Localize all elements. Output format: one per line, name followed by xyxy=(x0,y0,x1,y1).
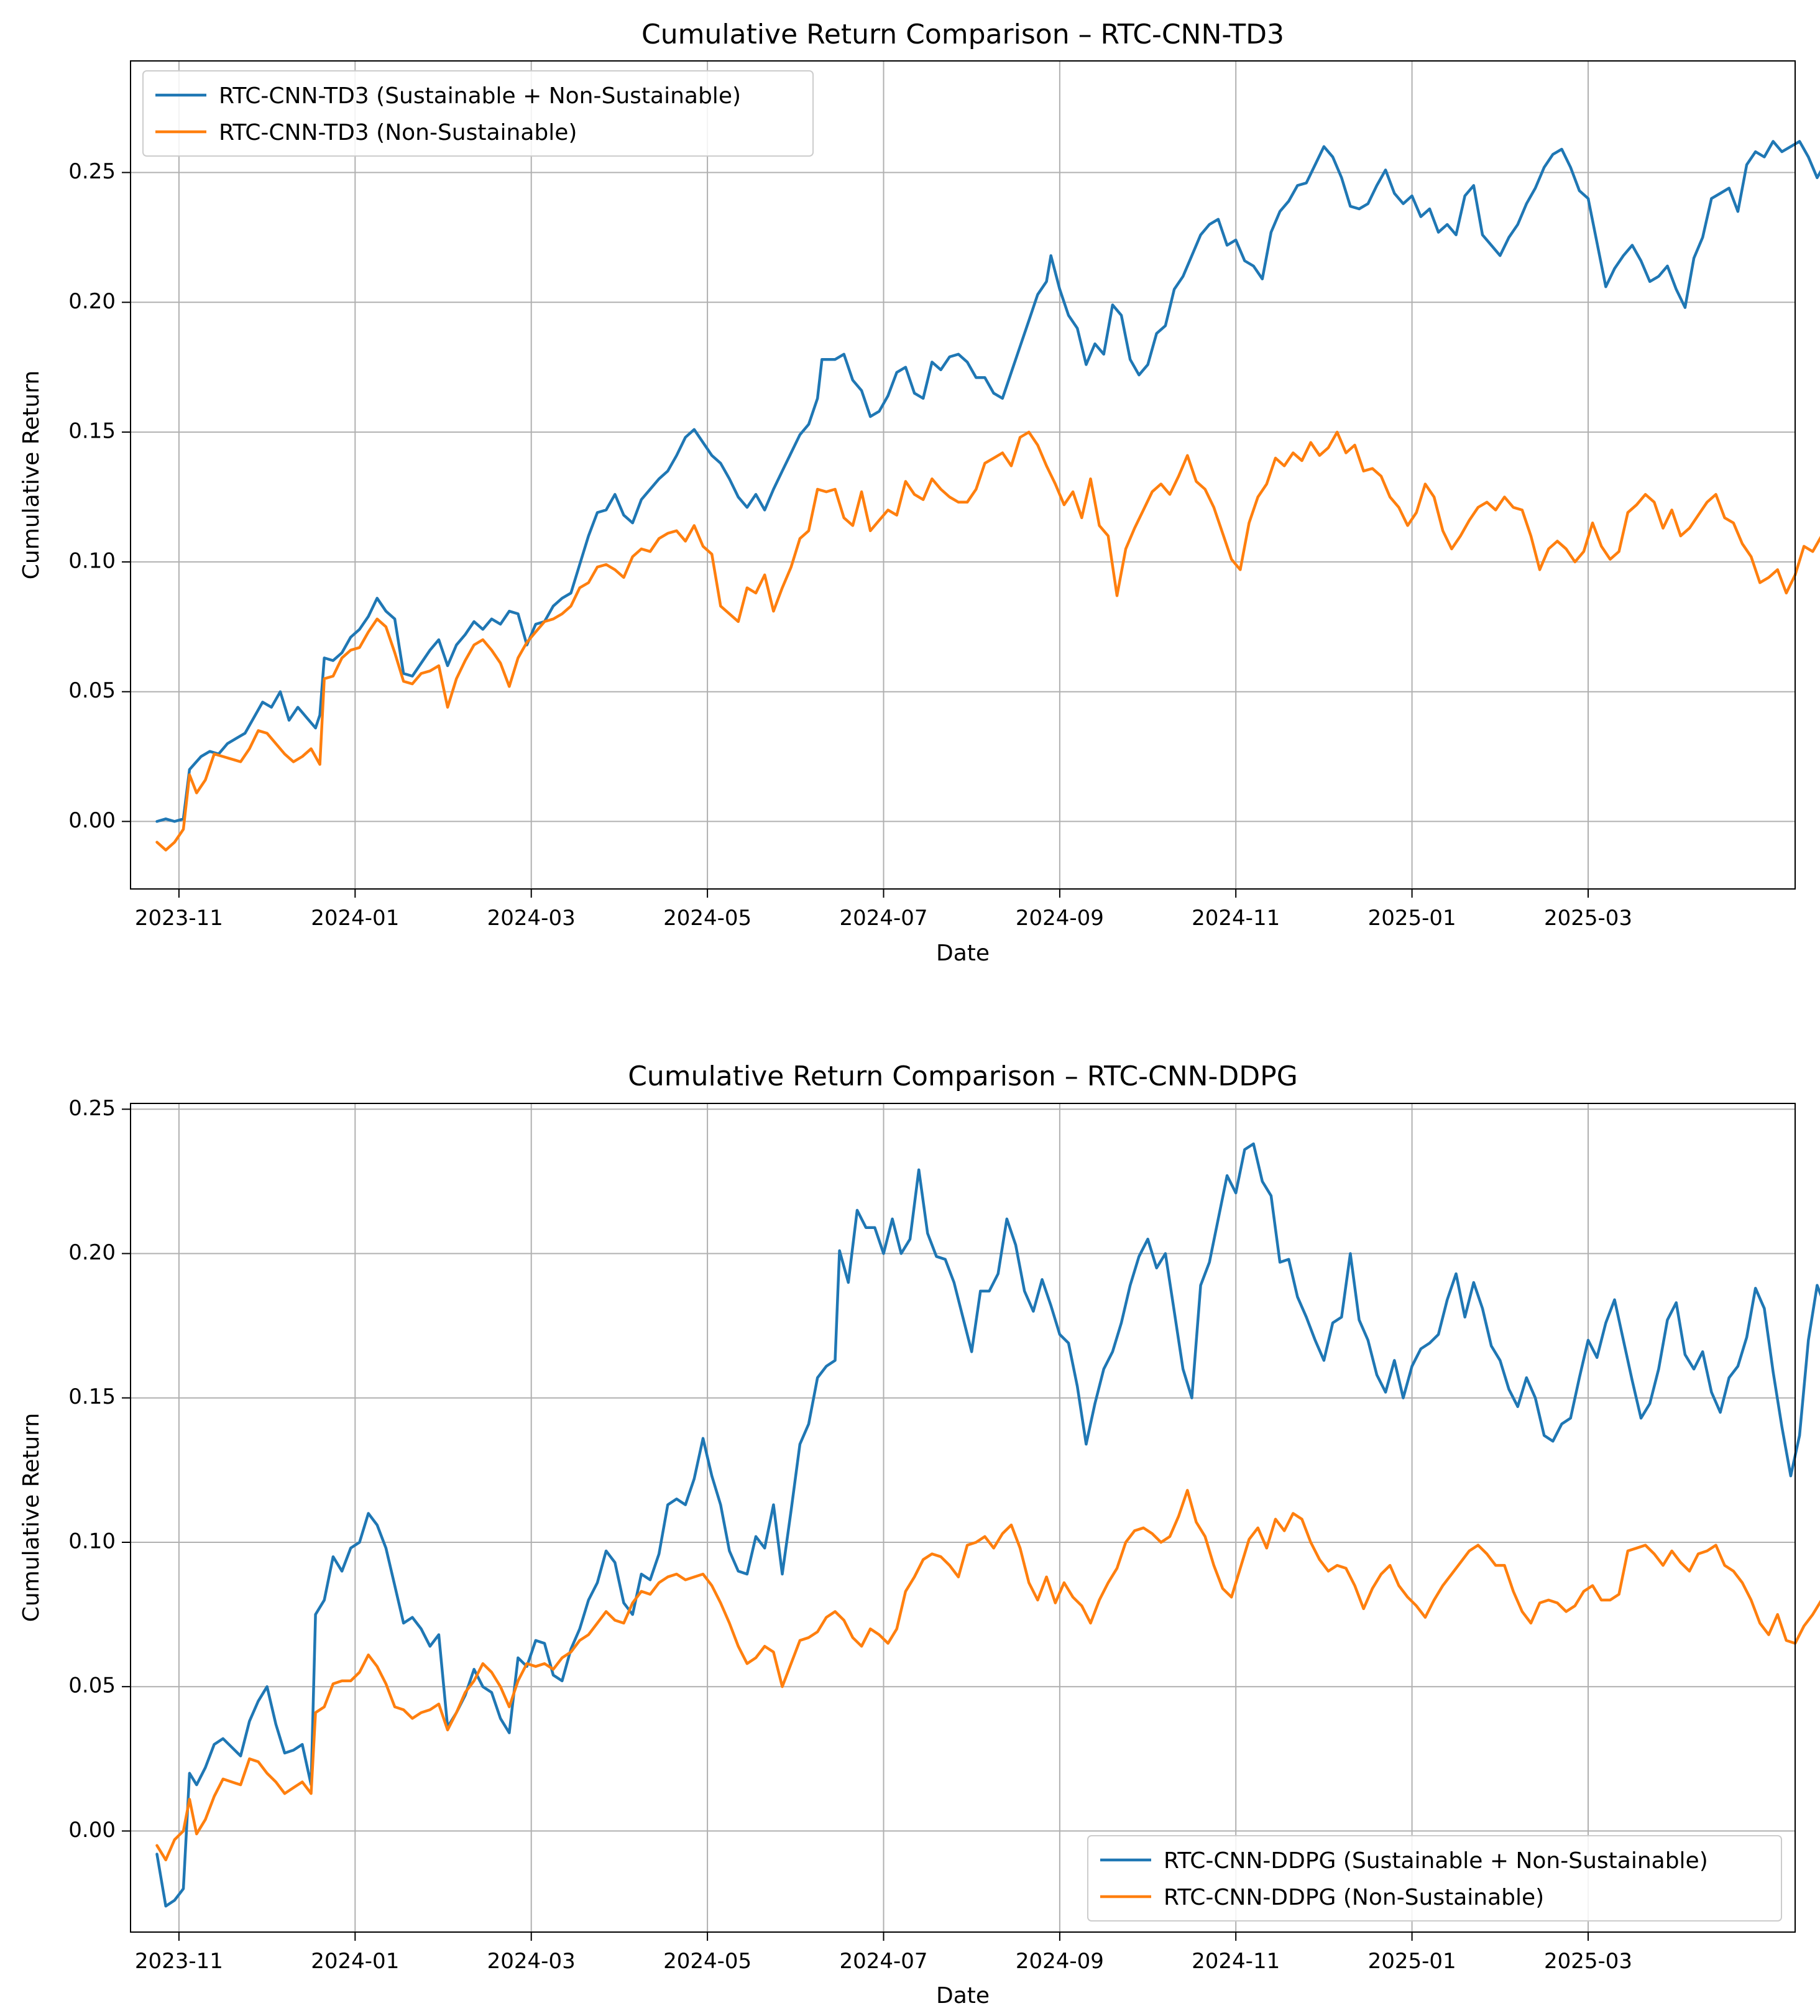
series-line-sustainable xyxy=(155,1142,1820,1908)
legend: RTC-CNN-TD3 (Sustainable + Non-Sustainab… xyxy=(142,70,814,157)
x-tick-label: 2024-09 xyxy=(1016,906,1104,931)
legend-label-non-sustainable: RTC-CNN-TD3 (Non-Sustainable) xyxy=(219,120,577,145)
x-tick-label: 2024-11 xyxy=(1192,1949,1280,1974)
x-tick-label: 2025-03 xyxy=(1544,1949,1632,1974)
y-tick-label: 0.05 xyxy=(68,1673,116,1698)
x-ticks: 2023-11 2024-01 2024-03 2024-05 2024-07 2024-… xyxy=(135,1932,1632,1974)
y-tick-label: 0.05 xyxy=(68,678,116,703)
grid xyxy=(131,61,1795,889)
y-tick-label: 0.15 xyxy=(68,1384,116,1409)
chart-title: Cumulative Return Comparison – RTC-CNN-D… xyxy=(628,1061,1298,1092)
y-tick-label: 0.00 xyxy=(68,1818,116,1843)
y-ticks: 0.00 0.05 0.10 0.15 0.20 0.25 xyxy=(68,1096,131,1843)
legend: RTC-CNN-DDPG (Sustainable + Non-Sustaina… xyxy=(1087,1835,1782,1922)
y-ticks: 0.00 0.05 0.10 0.15 0.20 0.25 xyxy=(68,159,131,833)
plot-frame xyxy=(130,60,1796,890)
x-tick-label: 2024-05 xyxy=(663,906,751,931)
y-tick-label: 0.25 xyxy=(68,1096,116,1121)
y-tick-label: 0.10 xyxy=(68,1529,116,1554)
y-axis-label: Cumulative Return xyxy=(19,1413,44,1622)
y-axis-label: Cumulative Return xyxy=(19,371,44,579)
grid xyxy=(131,1103,1795,1932)
y-tick-label: 0.10 xyxy=(68,548,116,573)
y-tick-label: 0.00 xyxy=(68,808,116,833)
x-axis-label: Date xyxy=(936,941,990,966)
x-tick-label: 2023-11 xyxy=(135,906,223,931)
legend-frame xyxy=(1087,1835,1782,1922)
x-axis-label: Date xyxy=(936,1983,990,2009)
x-tick-label: 2023-11 xyxy=(135,1949,223,1974)
series-lines xyxy=(155,1142,1820,1908)
y-tick-label: 0.25 xyxy=(68,159,116,184)
chart-td3: Cumulative Return Comparison – RTC-CNN-T… xyxy=(19,19,1820,966)
series-lines xyxy=(155,140,1820,852)
series-line-non-sustainable xyxy=(155,1489,1820,1862)
x-tick-label: 2024-01 xyxy=(311,1949,399,1974)
y-tick-label: 0.20 xyxy=(68,289,116,314)
chart-ddpg: Cumulative Return Comparison – RTC-CNN-D… xyxy=(19,1061,1820,2009)
x-tick-label: 2024-03 xyxy=(487,906,576,931)
series-line-sustainable xyxy=(155,140,1820,823)
legend-frame xyxy=(142,70,814,157)
plot-frame xyxy=(130,1103,1796,1933)
x-tick-label: 2025-03 xyxy=(1544,906,1632,931)
x-tick-label: 2024-07 xyxy=(839,1949,927,1974)
x-tick-label: 2024-05 xyxy=(663,1949,751,1974)
x-tick-label: 2024-11 xyxy=(1192,906,1280,931)
legend-label-non-sustainable: RTC-CNN-DDPG (Non-Sustainable) xyxy=(1164,1885,1544,1910)
x-tick-label: 2024-01 xyxy=(311,906,399,931)
x-ticks: 2023-11 2024-01 2024-03 2024-05 2024-07 2024-… xyxy=(135,889,1632,931)
y-tick-label: 0.20 xyxy=(68,1240,116,1265)
x-tick-label: 2025-01 xyxy=(1368,1949,1456,1974)
chart-title: Cumulative Return Comparison – RTC-CNN-T… xyxy=(641,19,1284,50)
series-line-non-sustainable xyxy=(155,430,1820,852)
y-tick-label: 0.15 xyxy=(68,419,116,444)
legend-label-sustainable: RTC-CNN-DDPG (Sustainable + Non-Sustaina… xyxy=(1164,1848,1708,1874)
x-tick-label: 2024-03 xyxy=(487,1949,576,1974)
x-tick-label: 2024-09 xyxy=(1016,1949,1104,1974)
x-tick-label: 2025-01 xyxy=(1368,906,1456,931)
x-tick-label: 2024-07 xyxy=(839,906,927,931)
legend-label-sustainable: RTC-CNN-TD3 (Sustainable + Non-Sustainab… xyxy=(219,83,741,109)
